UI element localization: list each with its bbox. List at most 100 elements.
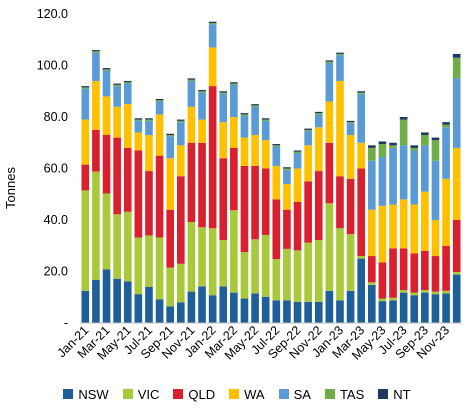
bar-segment-vic (251, 239, 259, 294)
bar-segment-qld (325, 142, 334, 204)
bar-segment-sa (92, 52, 100, 81)
bar-segment-wa (304, 145, 312, 182)
bar-segment-tas (442, 124, 450, 128)
bar-segment-nsw (325, 290, 334, 323)
bar-segment-wa (155, 114, 164, 156)
bar-segment-tas (304, 129, 312, 132)
bar-segment-qld (272, 199, 281, 260)
bar-segment-nsw (251, 293, 259, 323)
bar-segment-wa (81, 119, 90, 165)
bar-segment-vic (421, 290, 429, 293)
bar-segment-nsw (399, 292, 408, 323)
bar-segment-nt (283, 167, 291, 169)
bar-segment-nt (431, 137, 440, 141)
bar-segment-nt (198, 89, 206, 92)
bar-segment-nt (378, 141, 387, 145)
bar-segment-sa (378, 156, 387, 206)
bar-segment-sa (230, 84, 238, 117)
bar-segment-tas (293, 151, 302, 154)
bar-segment-qld (187, 142, 196, 223)
bar-segment-tas (357, 92, 366, 94)
bar-segment-qld (399, 248, 408, 291)
legend-label: TAS (339, 386, 365, 402)
bar-segment-qld (219, 158, 228, 241)
bar-segment-sa (176, 122, 185, 146)
bar-segment-qld (283, 209, 291, 249)
bar-segment-vic (283, 248, 291, 301)
bar-segment-tas (198, 91, 206, 93)
y-axis-title-group: Tonnes (3, 167, 18, 209)
bar-segment-qld (314, 171, 323, 241)
bars (81, 21, 461, 324)
bar-segment-wa (442, 178, 450, 246)
bar-segment-nsw (134, 294, 143, 323)
bar-segment-sa (336, 55, 344, 81)
y-tick-label: - (64, 316, 68, 330)
bar-segment-qld (102, 135, 111, 194)
bar-segment-sa (166, 136, 175, 159)
bar-segment-tas (272, 145, 281, 147)
bar-segment-qld (367, 256, 376, 283)
bar-segment-nt (92, 50, 100, 52)
bar-segment-tas (314, 113, 323, 115)
stacked-bar-chart: Tonnes - 20.0 40.0 60.0 80.0 100.0 120.0 Jan-2… (3, 7, 462, 363)
bar-segment-wa (293, 168, 302, 202)
bar-segment-tas (92, 51, 100, 53)
bar-segment-sa (410, 150, 419, 205)
bar-segment-qld (208, 86, 217, 229)
bar-segment-sa (389, 147, 397, 205)
bar-segment-nsw (283, 300, 291, 323)
bar-segment-nt (346, 120, 355, 123)
bar-segment-vic (261, 234, 270, 297)
legend-swatch (122, 389, 133, 399)
legend-swatch (63, 389, 74, 399)
legend-swatch (378, 389, 389, 399)
bar-segment-wa (283, 183, 291, 210)
bar-segment-nt (208, 21, 217, 24)
bar-segment-nt (230, 82, 238, 84)
bar-segment-tas (113, 84, 121, 87)
bar-segment-qld (155, 155, 164, 238)
legend-swatch (324, 389, 335, 399)
bar-segment-vic (314, 240, 323, 302)
bar-segment-qld (81, 164, 90, 191)
bar-segment-nsw (346, 290, 355, 323)
bar-segment-qld (261, 168, 270, 235)
bar-segment-qld (431, 256, 440, 292)
bar-segment-vic (389, 297, 397, 301)
bar-segment-vic (336, 228, 344, 301)
bar-segment-tas (155, 100, 164, 102)
bar-segment-qld (452, 220, 461, 273)
bar-segment-wa (367, 209, 376, 257)
bar-segment-sa (421, 145, 429, 192)
bar-segment-tas (230, 83, 238, 85)
bar-segment-nt (367, 145, 376, 148)
bar-segment-tas (145, 119, 153, 121)
bar-segment-sa (293, 153, 302, 169)
bar-segment-sa (219, 93, 228, 123)
bar-segment-qld (251, 165, 259, 240)
bar-segment-sa (251, 106, 259, 136)
legend-label: WA (244, 386, 265, 402)
bar-segment-nt (336, 52, 344, 54)
bar-segment-sa (325, 62, 334, 102)
bar-segment-wa (145, 135, 153, 172)
bar-segment-tas (367, 147, 376, 161)
bar-segment-nt (81, 86, 90, 88)
y-axis-title: Tonnes (3, 167, 18, 209)
bar-segment-qld (442, 245, 450, 291)
bar-segment-nt (389, 142, 397, 146)
bar-segment-wa (166, 158, 175, 210)
bar-segment-nsw (367, 284, 376, 323)
bar-segment-nsw (155, 299, 164, 323)
bar-segment-sa (155, 101, 164, 115)
bar-segment-nsw (389, 300, 397, 323)
legend-label: NSW (78, 386, 109, 402)
bar-segment-nsw (304, 301, 312, 323)
bar-segment-nsw (357, 258, 366, 324)
legend-item-nt: NT (378, 387, 411, 402)
bar-segment-nsw (92, 279, 100, 323)
bar-segment-qld (240, 165, 249, 253)
bar-segment-wa (251, 135, 259, 166)
bar-segment-nsw (145, 286, 153, 323)
